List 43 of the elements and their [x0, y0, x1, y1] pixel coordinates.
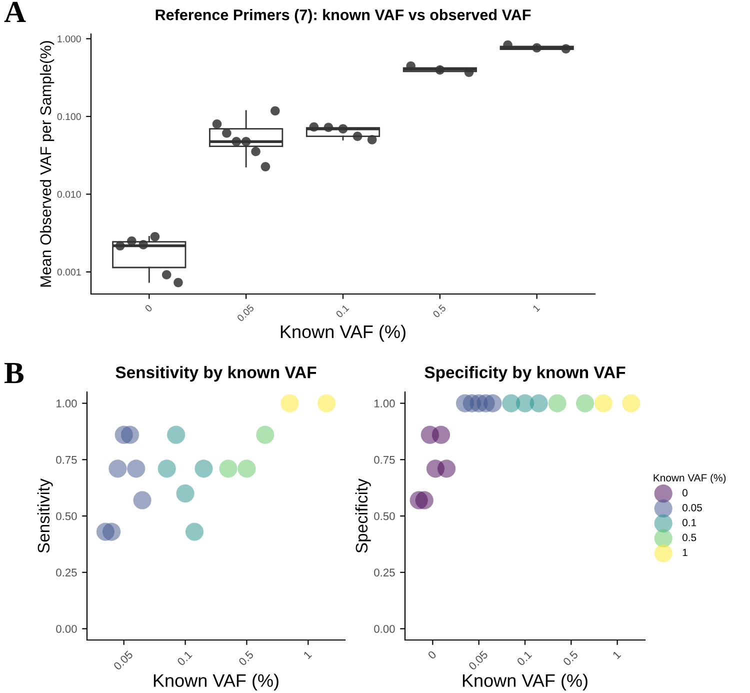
- y-tick-label: 0.100: [57, 113, 81, 120]
- x-tick-label: 1: [532, 304, 540, 312]
- legend-label: 1: [682, 548, 688, 556]
- y-tick-label: 0.001: [57, 268, 81, 276]
- y-tick-label: 0.010: [57, 190, 81, 198]
- y-tick-label: 0.00: [56, 624, 77, 633]
- y-axis-title: Mean Observed VAF per Sample(%): [40, 41, 54, 287]
- x-tick-label: 0.1: [176, 650, 192, 666]
- x-axis-title: Known VAF (%): [462, 674, 588, 691]
- x-tick-label: 0.5: [562, 650, 578, 666]
- x-tick-label: 0: [144, 304, 153, 312]
- y-tick-label: 0.75: [56, 456, 77, 464]
- x-tick-label: 0.1: [335, 304, 350, 318]
- x-axis-title: Known VAF (%): [154, 674, 278, 691]
- x-tick-label: 0.5: [238, 650, 254, 666]
- y-tick-label: 0.50: [56, 512, 77, 520]
- y-tick-label: 1.00: [56, 400, 77, 408]
- y-tick-label: 0.50: [374, 512, 395, 520]
- chart-title: Sensitivity by known VAF: [116, 366, 316, 382]
- legend-label: 0.1: [682, 518, 696, 526]
- y-tick-label: 0.25: [374, 568, 395, 576]
- x-tick-label: 0: [427, 650, 437, 660]
- legend-label: 0.05: [682, 504, 702, 512]
- y-tick-label: 0.00: [374, 624, 395, 633]
- y-axis-title: Sensitivity: [37, 478, 53, 553]
- chart-title: Reference Primers (7): known VAF vs observed VAF: [156, 9, 531, 24]
- text: B: [4, 362, 24, 384]
- legend-title: Known VAF (%): [654, 474, 726, 484]
- text: A: [4, 2, 26, 22]
- x-tick-label: 0.5: [432, 304, 446, 318]
- legend-label: 0: [682, 489, 688, 496]
- y-axis-title: Specificity: [355, 478, 371, 553]
- y-tick-label: 1.000: [58, 35, 81, 42]
- x-tick-label: 0.05: [236, 304, 254, 322]
- x-axis-title: Known VAF (%): [280, 324, 406, 342]
- y-tick-label: 1.00: [374, 400, 395, 408]
- y-tick-label: 0.75: [374, 456, 395, 464]
- x-tick-label: 1: [303, 650, 312, 660]
- legend-label: 0.5: [682, 534, 696, 542]
- chart-title: Specificity by known VAF: [424, 366, 626, 382]
- x-tick-label: 0.1: [516, 650, 532, 666]
- x-tick-label: 1: [612, 650, 622, 660]
- y-tick-label: 0.25: [56, 568, 77, 576]
